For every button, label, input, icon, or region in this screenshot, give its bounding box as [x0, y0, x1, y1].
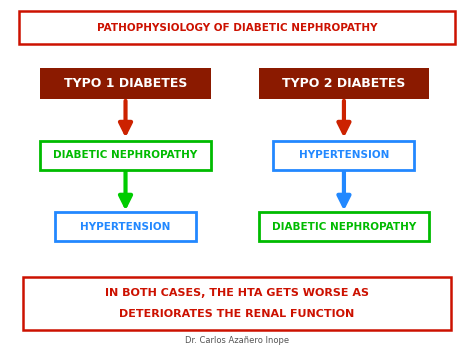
- FancyBboxPatch shape: [23, 277, 451, 330]
- Text: Dr. Carlos Azañero Inope: Dr. Carlos Azañero Inope: [185, 336, 289, 345]
- Text: DIABETIC NEPHROPATHY: DIABETIC NEPHROPATHY: [54, 151, 198, 160]
- Text: TYPO 1 DIABETES: TYPO 1 DIABETES: [64, 77, 187, 90]
- FancyBboxPatch shape: [18, 11, 456, 44]
- Text: PATHOPHYSIOLOGY OF DIABETIC NEPHROPATHY: PATHOPHYSIOLOGY OF DIABETIC NEPHROPATHY: [97, 23, 377, 33]
- Text: DETERIORATES THE RENAL FUNCTION: DETERIORATES THE RENAL FUNCTION: [119, 309, 355, 319]
- Text: HYPERTENSION: HYPERTENSION: [299, 151, 389, 160]
- Text: DIABETIC NEPHROPATHY: DIABETIC NEPHROPATHY: [272, 222, 416, 232]
- FancyBboxPatch shape: [273, 141, 414, 170]
- FancyBboxPatch shape: [55, 212, 196, 241]
- Text: TYPO 2 DIABETES: TYPO 2 DIABETES: [282, 77, 406, 90]
- FancyBboxPatch shape: [40, 68, 211, 99]
- Text: HYPERTENSION: HYPERTENSION: [80, 222, 171, 232]
- FancyBboxPatch shape: [259, 212, 429, 241]
- FancyBboxPatch shape: [259, 68, 429, 99]
- Text: IN BOTH CASES, THE HTA GETS WORSE AS: IN BOTH CASES, THE HTA GETS WORSE AS: [105, 288, 369, 298]
- FancyBboxPatch shape: [40, 141, 211, 170]
